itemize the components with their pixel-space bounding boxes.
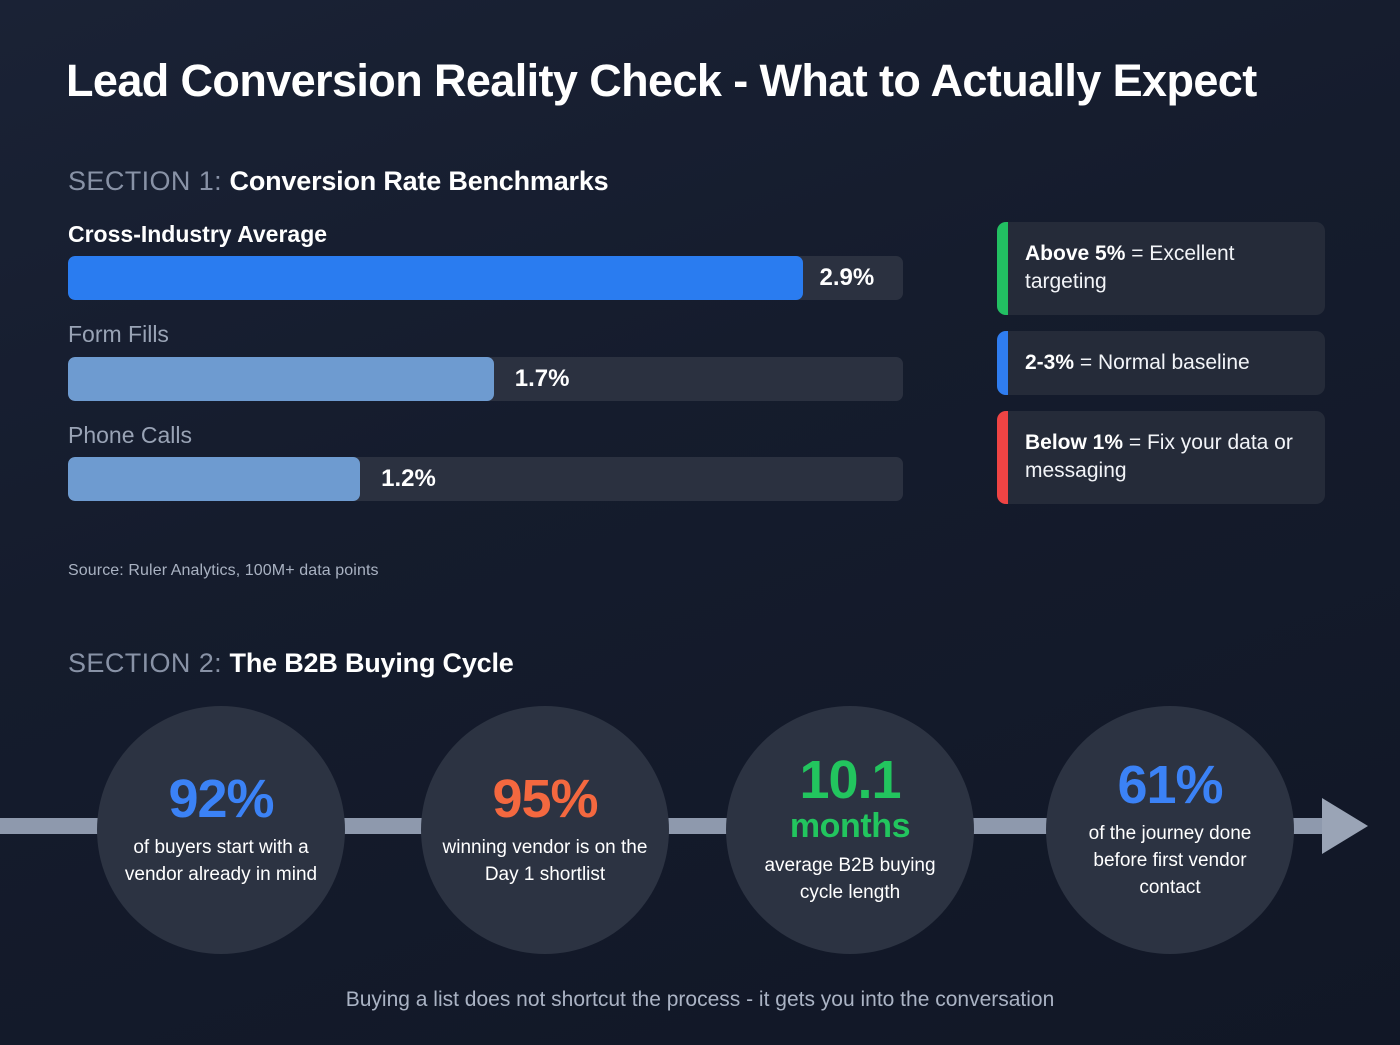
legend-card: Above 5% = Excellent targeting — [997, 222, 1325, 315]
legend-text: 2-3% = Normal baseline — [1025, 349, 1250, 377]
legend-card: Below 1% = Fix your data or messaging — [997, 411, 1325, 504]
milestone-description: average B2B buying cycle length — [764, 855, 936, 904]
milestone-circle: 10.1 months average B2B buying cycle lengt… — [726, 706, 974, 954]
section-2-kicker: SECTION 2: — [68, 648, 223, 678]
source-note: Source: Ruler Analytics, 100M+ data poin… — [68, 562, 379, 579]
section-1-header: SECTION 1: Conversion Rate Benchmarks — [68, 166, 609, 197]
legend-range: Above 5% — [1025, 242, 1126, 265]
legend-accent-bar — [997, 411, 1008, 504]
page-title: Lead Conversion Reality Check - What to … — [66, 55, 1257, 106]
legend-text: Above 5% = Excellent targeting — [1025, 240, 1309, 297]
bar-track: 2.9% — [68, 256, 903, 301]
footer-note: Buying a list does not shortcut the proc… — [345, 988, 1055, 1011]
milestone-circle: 92% of buyers start with a vendor already… — [97, 706, 345, 954]
bar-fill — [68, 456, 361, 501]
milestone-unit: months — [789, 806, 911, 845]
milestone-description: of the journey done before first vendor … — [1088, 823, 1252, 898]
bar-group: Form Fills 1.7% — [68, 321, 903, 401]
milestone-value: 92% — [168, 768, 274, 829]
bar-value-label: 2.9% — [819, 264, 875, 292]
section-1-kicker: SECTION 1: — [68, 166, 223, 196]
legend-description: = Fix your data or messaging — [1025, 431, 1293, 483]
bar-value-label: 1.2% — [381, 464, 436, 492]
milestone-value: 61% — [1117, 755, 1223, 816]
milestone-description: winning vendor is on the Day 1 shortlist — [442, 836, 648, 885]
bar-fill — [68, 356, 494, 401]
milestone-circle: 95% winning vendor is on the Day 1 shortl… — [421, 706, 669, 954]
legend-card: 2-3% = Normal baseline — [997, 330, 1325, 396]
bar-label: Phone Calls — [68, 421, 193, 448]
bar-fill — [68, 256, 803, 301]
benchmark-legend: Above 5% = Excellent targeting 2-3% = Nor… — [997, 222, 1325, 520]
timeline-arrow-icon — [1322, 798, 1368, 854]
milestone-value: 95% — [492, 768, 598, 829]
milestone-description: of buyers start with a vendor already in… — [124, 836, 318, 885]
legend-accent-bar — [997, 330, 1008, 396]
bar-group: Phone Calls 1.2% — [68, 421, 903, 501]
bar-label: Form Fills — [68, 321, 169, 348]
bar-label: Cross-Industry Average — [68, 221, 328, 247]
bar-group: Cross-Industry Average 2.9% — [68, 221, 903, 301]
section-2-title: The B2B Buying Cycle — [229, 648, 514, 678]
conversion-bar-chart: Cross-Industry Average 2.9% Form Fills 1.7%… — [68, 221, 903, 523]
legend-accent-bar — [997, 222, 1008, 315]
legend-description: = Normal baseline — [1074, 350, 1250, 374]
milestone-value: 10.1 — [799, 749, 901, 810]
bar-track: 1.7% — [68, 356, 903, 401]
legend-range: 2-3% — [1025, 350, 1075, 374]
legend-description: = Excellent targeting — [1025, 242, 1235, 294]
section-2-header: SECTION 2: The B2B Buying Cycle — [68, 648, 514, 679]
legend-text: Below 1% = Fix your data or messaging — [1025, 429, 1309, 486]
section-1-title: Conversion Rate Benchmarks — [229, 166, 609, 196]
milestone-circle: 61% of the journey done before first vend… — [1046, 706, 1294, 954]
bar-track: 1.2% — [68, 456, 903, 501]
legend-range: Below 1% — [1025, 431, 1124, 455]
bar-value-label: 1.7% — [514, 364, 570, 392]
